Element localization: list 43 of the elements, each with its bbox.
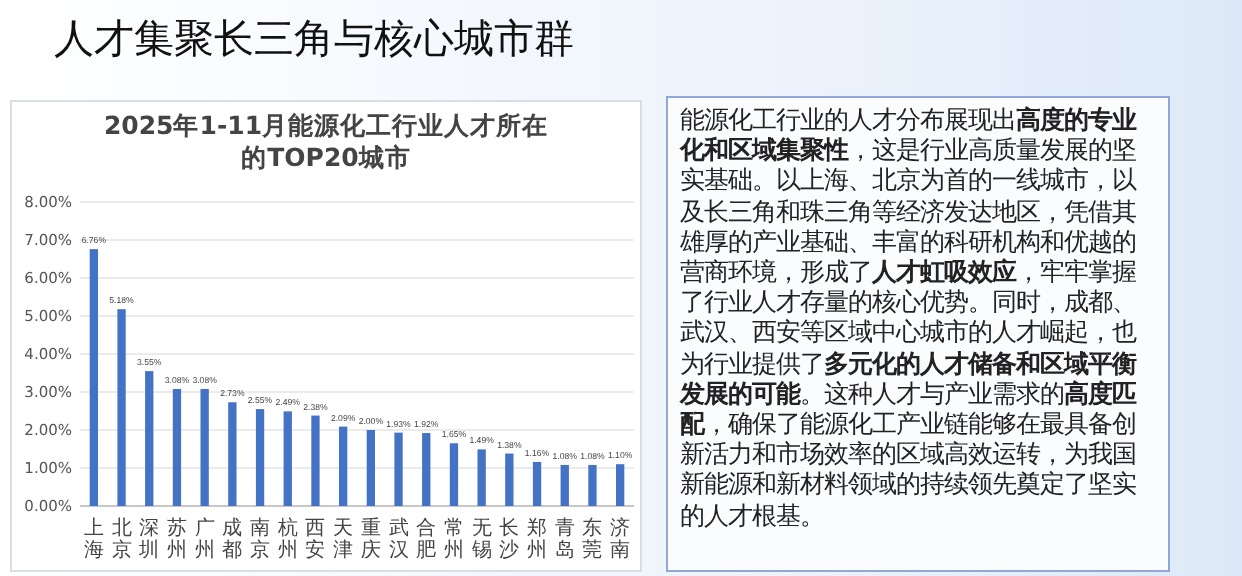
x-tick-label: 济南	[610, 516, 631, 562]
chart-subtitle: 2025年1-11月能源化工行业人才所在的TOP20城市	[103, 110, 549, 172]
x-tick-label: 合肥	[416, 516, 437, 562]
x-tick-label: 常州	[443, 516, 464, 562]
x-tick-label: 西安	[305, 518, 326, 562]
bar	[311, 415, 320, 506]
text: 能源化工行业的人才分布展现出高度的专业化和区域集聚性，这是行业高质量发展的坚实基础。以上海、北京为首的一线城市，以及长三角和珠三角等经济发达地区，凭借其雄厚的产业基础、丰富的科研机构和优越的营商环境，形成了人才虹吸效应，牢牢掌握了行业人才存量的核心优势。同时，成都、武汉、西安等区域中心城市的人才崛起，也为行业提供了多元化的人才储备和区域平衡发展的可能。这种人才与产业需求的高度匹配，确保了能源化工产业链能够在最具备创新活力和市场效率的区域高效运转，为我国新能源和新材料领域的持续领先奠定了坚实的人才根基。	[680, 104, 1136, 530]
x-tick-label: 长沙	[499, 516, 520, 562]
bar	[505, 453, 514, 506]
bar	[366, 430, 376, 506]
bar	[200, 388, 209, 506]
x-tick-label: 无锡	[469, 518, 492, 562]
bar	[117, 309, 126, 506]
x-tick-label: 上海	[83, 516, 104, 562]
x-tick-label: 武汉	[388, 516, 409, 562]
bar	[89, 249, 99, 506]
x-tick-label: 苏州	[166, 516, 187, 562]
bar	[255, 409, 265, 506]
x-tick-label: 广州	[194, 516, 215, 562]
x-tick-label: 天津	[333, 518, 354, 562]
bar	[422, 433, 431, 506]
x-tick-label: 成都	[222, 516, 243, 562]
x-tick-label: 青岛	[554, 516, 575, 562]
x-tick-label: 深圳	[137, 516, 160, 562]
bar	[145, 371, 154, 506]
bar	[449, 443, 459, 506]
bar	[228, 402, 237, 506]
x-tick-label: 北京	[111, 516, 132, 562]
bar	[532, 461, 542, 506]
bar	[477, 449, 486, 506]
bar	[588, 464, 597, 506]
bar	[560, 464, 569, 506]
x-tick-label: 南京	[250, 516, 271, 562]
bar	[283, 411, 292, 506]
x-tick-label: 重庆	[360, 516, 381, 562]
bar	[172, 388, 182, 506]
bar	[615, 464, 625, 506]
x-tick-label: 杭州	[275, 516, 298, 562]
bar	[394, 432, 403, 506]
chart-title: 人才集聚长三角与核心城市群	[54, 14, 574, 62]
bar	[338, 426, 348, 506]
x-tick-label: 东莞	[582, 516, 603, 562]
x-tick-label: 郑州	[527, 516, 548, 562]
